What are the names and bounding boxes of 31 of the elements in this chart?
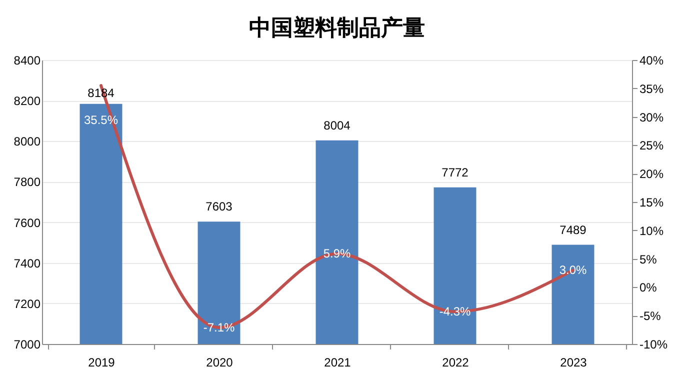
x-tick-label: 2022: [442, 356, 470, 370]
y2-tick-label: 25%: [640, 138, 664, 153]
x-tick-label: 2019: [88, 356, 116, 370]
y2-tick-label: -10%: [640, 338, 668, 352]
y-tick-label: 7000: [14, 338, 41, 352]
y-tick-label: 8000: [14, 134, 41, 149]
x-tick-label: 2021: [324, 356, 352, 370]
y-tick-label: 7200: [14, 296, 41, 311]
y-tick-label: 7400: [14, 256, 41, 270]
x-tick-label: 2023: [560, 356, 588, 370]
y2-tick-label: -5%: [640, 309, 662, 324]
y-tick-label: 8200: [14, 94, 41, 108]
chart-title: 中国塑料制品产量: [249, 15, 425, 40]
y2-tick-label: 15%: [640, 196, 664, 210]
y2-tick-label: 40%: [640, 54, 664, 68]
x-tick-label: 2020: [206, 356, 234, 370]
y2-tick-label: 35%: [640, 82, 664, 96]
y2-tick-label: 0%: [640, 280, 658, 295]
y2-tick-label: 20%: [640, 167, 664, 182]
data-label: 3.0%: [559, 263, 587, 278]
data-label: 7603: [206, 200, 233, 214]
y2-tick-label: 30%: [640, 110, 664, 124]
y-tick-label: 8400: [14, 54, 41, 68]
data-label: 8004: [324, 118, 351, 132]
y2-tick-label: 10%: [640, 224, 664, 238]
y-tick-label: 7800: [14, 175, 41, 190]
data-label: 5.9%: [323, 246, 351, 261]
data-label: 7489: [560, 222, 587, 237]
data-label: 7772: [442, 165, 469, 180]
y2-tick-label: 5%: [640, 252, 658, 266]
y-tick-label: 7600: [14, 216, 41, 230]
